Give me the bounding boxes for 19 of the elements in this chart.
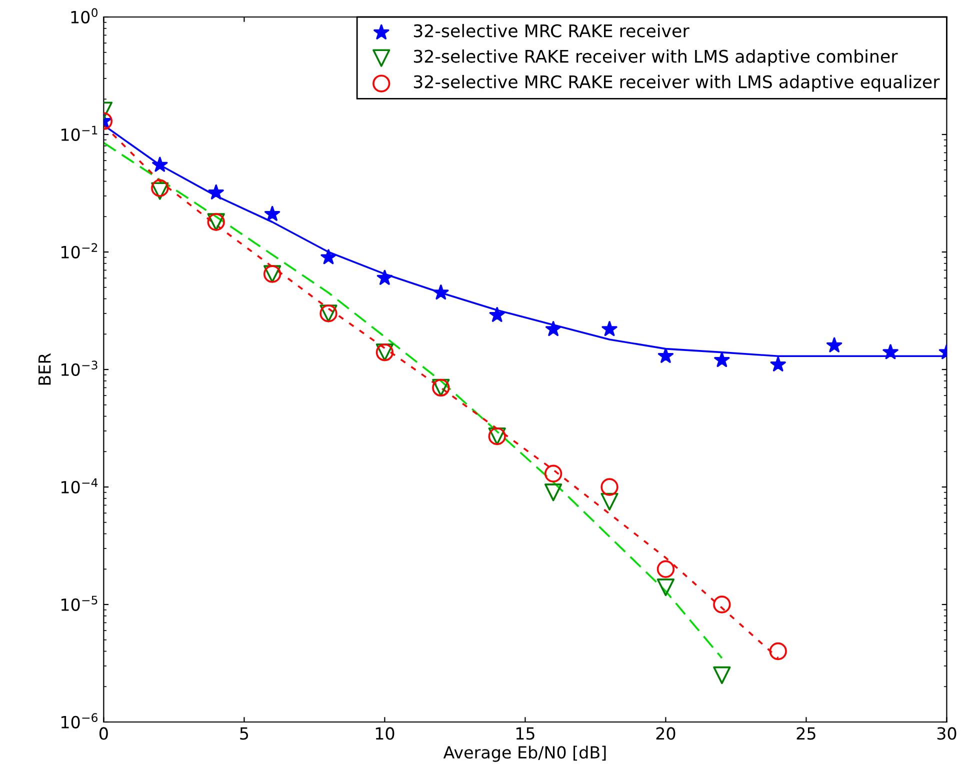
y-tick-label: 10$^{−3}$	[61, 360, 98, 376]
x-tick-label: 30	[937, 727, 956, 740]
y-tick-label: 10$^{−5}$	[61, 596, 98, 611]
y-axis-title: BER	[38, 353, 51, 385]
x-tick-label: 20	[656, 727, 676, 740]
y-tick-label: 10$^{0}$	[71, 8, 98, 24]
x-axis-title: Average Eb/N0 [dB]	[443, 746, 606, 762]
y-tick-label: 10$^{−2}$	[61, 243, 98, 258]
x-tick-label: 5	[240, 727, 248, 740]
x-tick-label: 25	[796, 727, 816, 740]
x-tick-label: 15	[516, 727, 534, 740]
x-tick-label: 10	[376, 727, 394, 740]
x-tick-label: 0	[99, 727, 108, 740]
legend-label: 32-selective RAKE receiver with LMS adaptive combiner	[414, 49, 898, 66]
legend-label: 32-selective MRC RAKE receiver	[414, 24, 690, 38]
y-tick-label: 10$^{−1}$	[61, 126, 98, 141]
y-tick-label: 10$^{−6}$	[61, 713, 98, 728]
y-tick-label: 10$^{−4}$	[61, 478, 98, 494]
legend-label: 32-selective MRC RAKE receiver with LMS adaptive equalizer	[414, 74, 940, 92]
